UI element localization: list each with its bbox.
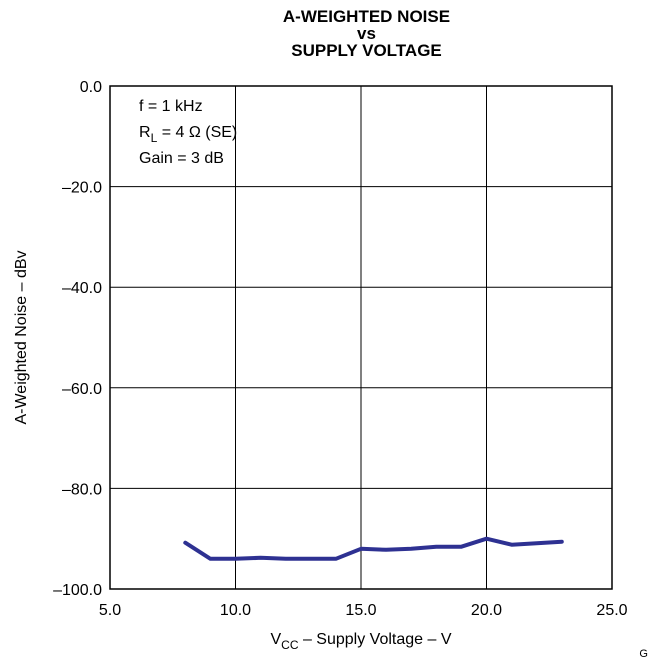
y-tick-label: –60.0 — [62, 381, 102, 398]
y-tick-label: –40.0 — [62, 280, 102, 297]
x-tick-label: 20.0 — [471, 602, 502, 619]
chart-title-line-1: A-WEIGHTED NOISE — [282, 7, 451, 26]
condition-annotation: Gain = 3 dB — [139, 150, 224, 167]
x-tick-label: 15.0 — [345, 602, 376, 619]
x-tick-label: 5.0 — [99, 602, 121, 619]
y-tick-label: 0.0 — [80, 79, 102, 96]
condition-annotation: f = 1 kHz — [139, 98, 203, 115]
chart-title-line-2: vs — [357, 24, 376, 43]
noise-series-line — [183, 536, 564, 561]
figure-id-label: G0 — [639, 648, 648, 660]
x-axis-label: VCC – Supply Voltage – V — [270, 631, 451, 652]
y-tick-label: –20.0 — [62, 180, 102, 197]
y-tick-label: –100.0 — [53, 582, 102, 599]
condition-annotation: RL = 4 Ω (SE) — [139, 124, 237, 145]
chart-title-line-3: SUPPLY VOLTAGE — [291, 41, 442, 60]
y-axis-label: A-Weighted Noise – dBv — [13, 250, 30, 424]
x-tick-label: 10.0 — [220, 602, 251, 619]
plot-frame — [109, 85, 613, 590]
x-tick-label: 25.0 — [596, 602, 627, 619]
y-tick-label: –80.0 — [62, 481, 102, 498]
